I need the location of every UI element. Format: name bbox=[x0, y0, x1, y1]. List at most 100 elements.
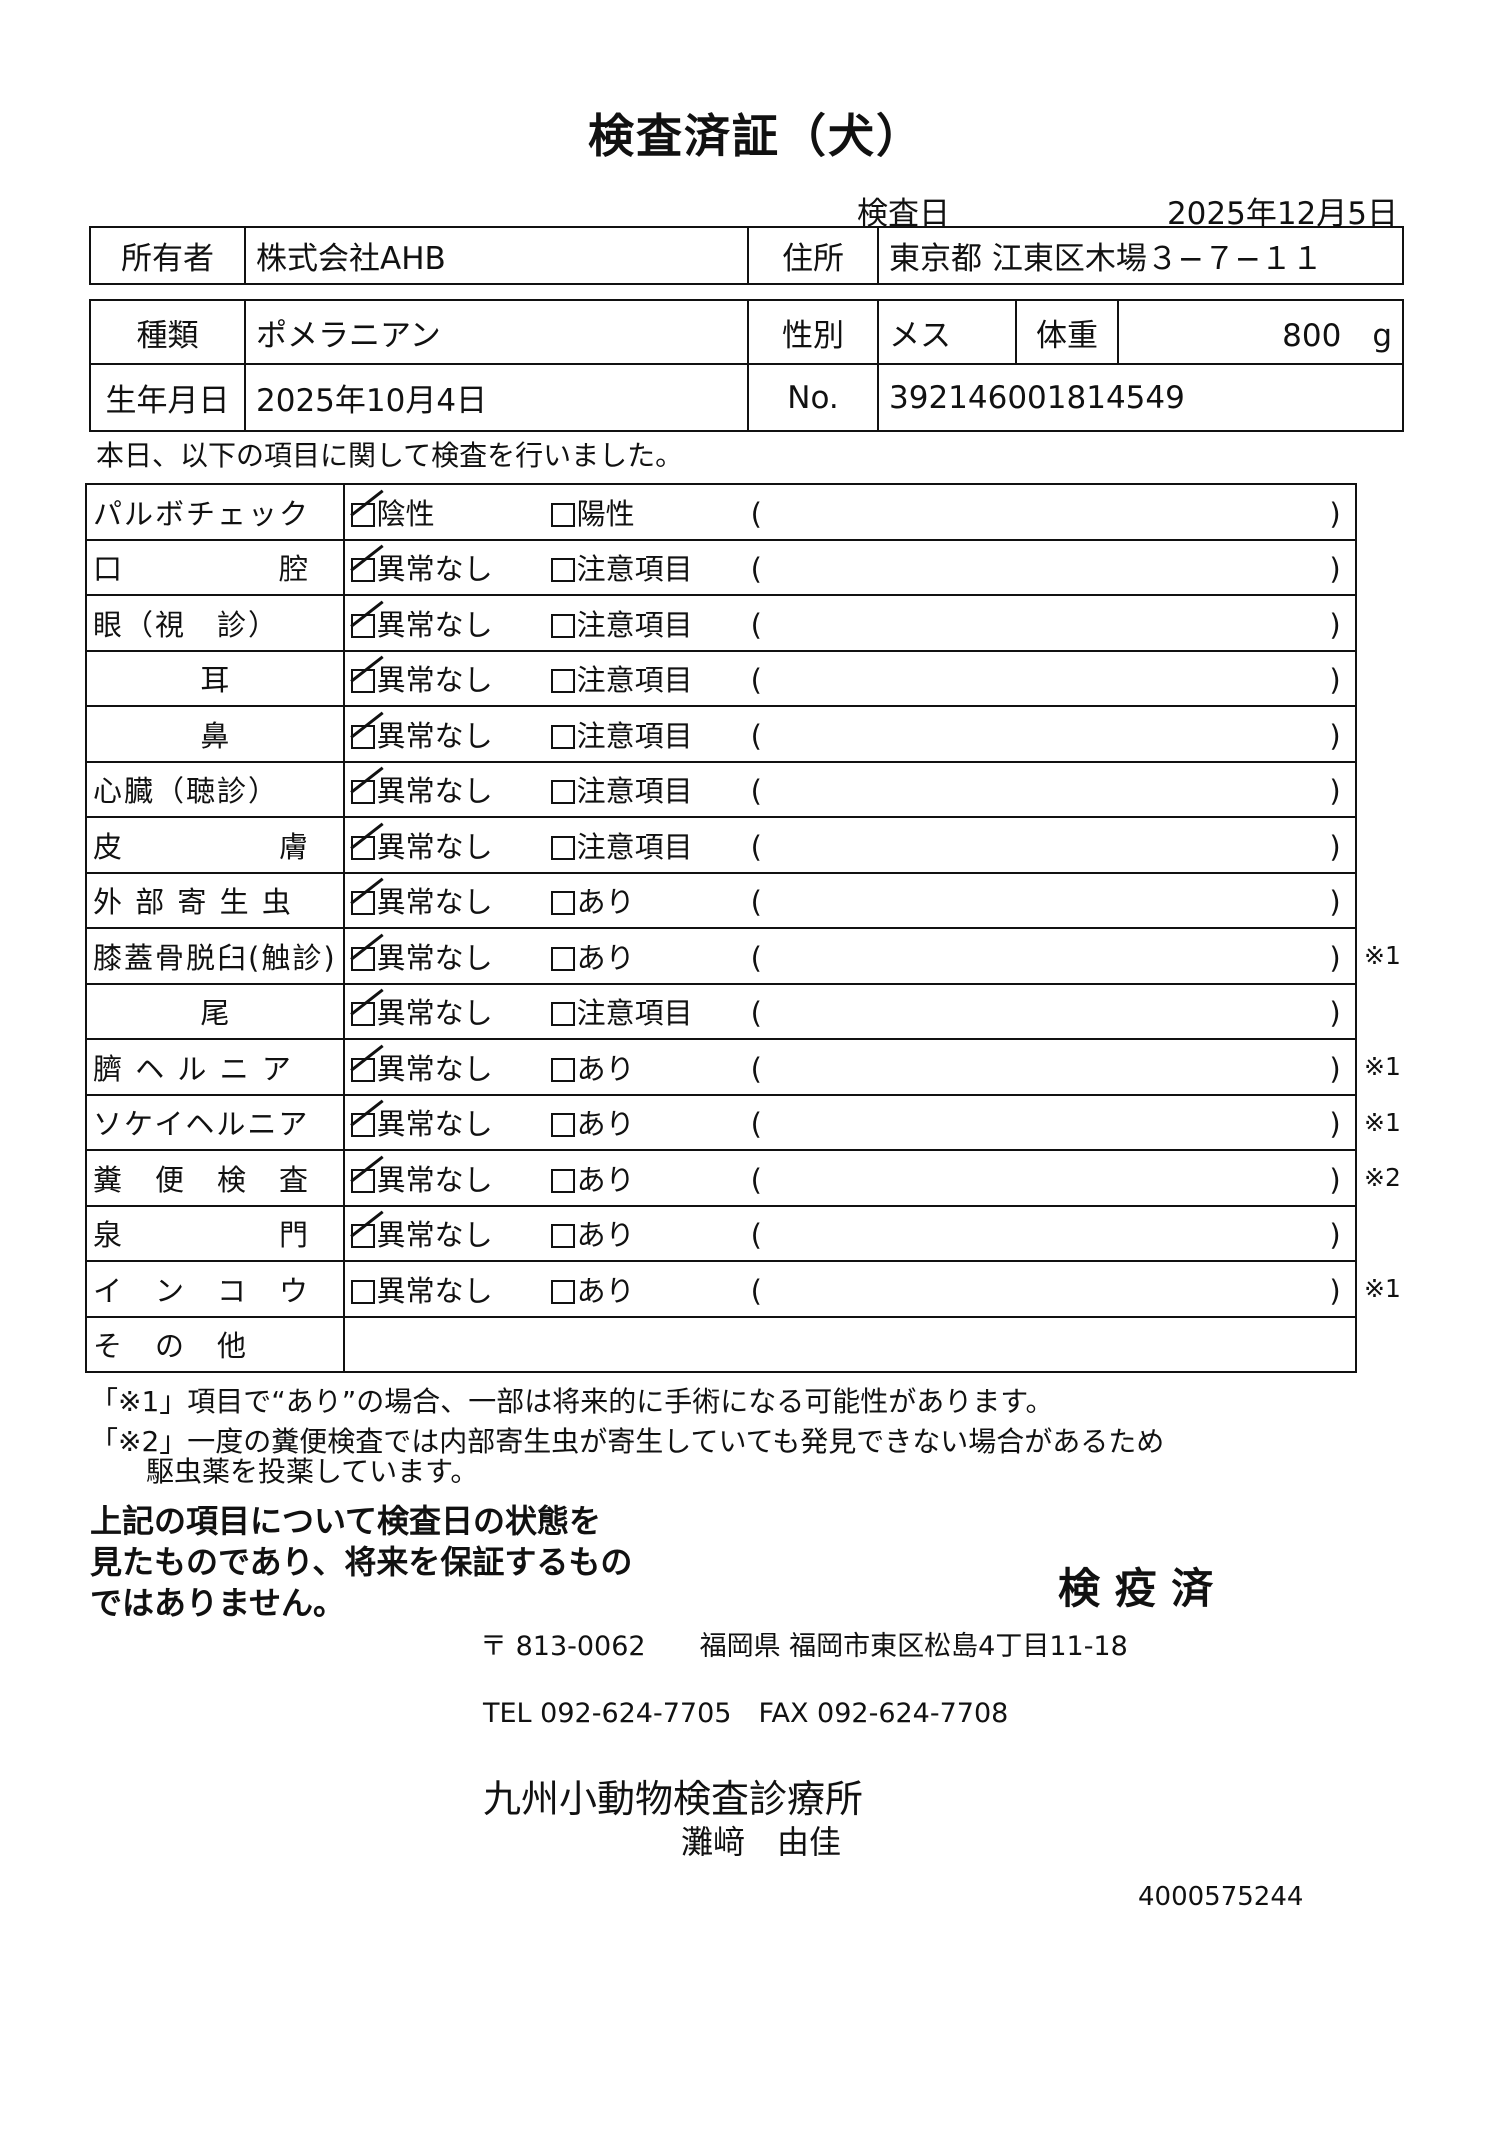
document-title: 検査済証（犬） bbox=[588, 109, 924, 163]
option-normal-label: 異常なし bbox=[376, 940, 493, 975]
checkbox-normal[interactable] bbox=[350, 1002, 375, 1027]
weight-unit: g bbox=[1372, 317, 1392, 354]
checkbox-abnormal[interactable] bbox=[550, 1113, 575, 1138]
check-row: 心臓（聴診） 異常なし 注意項目 () bbox=[85, 760, 1358, 818]
check-row: ソケイヘルニア 異常なし あり () bbox=[85, 1093, 1358, 1151]
other-row: そ の 他 bbox=[85, 1315, 1358, 1373]
footnote-mark: ※1 bbox=[1364, 1274, 1401, 1303]
option-abnormal-label: あり bbox=[576, 940, 635, 975]
checkbox-abnormal[interactable] bbox=[550, 669, 575, 694]
remarks-field: () bbox=[750, 774, 1341, 809]
remarks-field: () bbox=[750, 940, 1341, 975]
checkbox-normal[interactable] bbox=[350, 724, 375, 749]
checkbox-abnormal[interactable] bbox=[550, 558, 575, 583]
checkbox-abnormal[interactable] bbox=[550, 946, 575, 971]
check-item-label: 糞 便 検 査 bbox=[85, 1149, 345, 1207]
check-row: 皮 膚 異常なし 注意項目 () bbox=[85, 816, 1358, 874]
option-abnormal-label: 注意項目 bbox=[576, 663, 693, 698]
pet-table: 種類 ポメラニアン 性別 メス 体重 800 g 生年月日 2025年10月4日… bbox=[89, 299, 1404, 432]
check-item-label: 外 部 寄 生 虫 bbox=[85, 871, 345, 929]
checkbox-abnormal[interactable] bbox=[550, 780, 575, 805]
remarks-field: () bbox=[750, 607, 1341, 642]
option-abnormal-label: あり bbox=[576, 885, 635, 920]
checkbox-abnormal[interactable] bbox=[550, 502, 575, 527]
check-row: 膝蓋骨脱臼(触診) 異常なし あり () bbox=[85, 927, 1358, 985]
check-row: 泉 門 異常なし あり () bbox=[85, 1204, 1358, 1262]
footnote-mark: ※1 bbox=[1364, 1107, 1401, 1137]
remarks-field: () bbox=[750, 1162, 1341, 1197]
owner-value: 株式会社AHB bbox=[244, 226, 749, 285]
checkbox-normal[interactable] bbox=[350, 502, 375, 527]
check-row: 尾 異常なし 注意項目 () bbox=[85, 982, 1358, 1040]
option-normal-label: 異常なし bbox=[376, 885, 493, 920]
option-abnormal-label: あり bbox=[576, 1273, 635, 1308]
checkbox-abnormal[interactable] bbox=[550, 1224, 575, 1249]
address-label: 住所 bbox=[747, 226, 879, 285]
check-row: 糞 便 検 査 異常なし あり () bbox=[85, 1149, 1358, 1207]
footnote-mark: ※1 bbox=[1364, 1052, 1401, 1081]
check-row: 眼（視 診） 異常なし 注意項目 () bbox=[85, 594, 1358, 652]
note-1: 「※1」項目で“あり”の場合、一部は将来的に手術になる可能性があります。 bbox=[90, 1385, 1054, 1418]
check-row: イ ン コ ウ 異常なし あり () bbox=[85, 1260, 1358, 1318]
checkbox-abnormal[interactable] bbox=[550, 1002, 575, 1027]
checkbox-normal[interactable] bbox=[350, 780, 375, 805]
option-normal-label: 異常なし bbox=[376, 774, 493, 809]
option-abnormal-label: 注意項目 bbox=[576, 829, 693, 864]
option-abnormal-label: 注意項目 bbox=[576, 607, 693, 642]
doctor-name: 灘﨑 由佳 bbox=[681, 1823, 842, 1861]
checkbox-normal[interactable] bbox=[350, 613, 375, 638]
option-normal-label: 陰性 bbox=[376, 496, 435, 531]
checkbox-normal[interactable] bbox=[350, 946, 375, 971]
checkbox-normal[interactable] bbox=[350, 1224, 375, 1249]
option-normal-label: 異常なし bbox=[376, 552, 493, 587]
option-normal-label: 異常なし bbox=[376, 663, 493, 698]
check-row: 鼻 異常なし 注意項目 () bbox=[85, 705, 1358, 763]
check-row: 口 腔 異常なし 注意項目 () bbox=[85, 538, 1358, 596]
check-item-label: 心臓（聴診） bbox=[85, 760, 345, 818]
remarks-field: () bbox=[750, 1051, 1341, 1086]
weight-label: 体重 bbox=[1015, 299, 1119, 365]
exam-date: 2025年12月5日 bbox=[1166, 196, 1398, 232]
checkbox-normal[interactable] bbox=[350, 1168, 375, 1193]
option-normal-label: 異常なし bbox=[376, 829, 493, 864]
checkbox-normal[interactable] bbox=[350, 1057, 375, 1082]
remarks-field: () bbox=[750, 1218, 1341, 1253]
check-item-label: 皮 膚 bbox=[85, 816, 345, 874]
checkbox-normal[interactable] bbox=[350, 835, 375, 860]
footnote-mark: ※1 bbox=[1364, 941, 1401, 970]
checkbox-normal[interactable] bbox=[350, 891, 375, 916]
check-item-label: 耳 bbox=[85, 649, 345, 707]
checkbox-abnormal[interactable] bbox=[550, 835, 575, 860]
checkbox-abnormal[interactable] bbox=[550, 1057, 575, 1082]
checkbox-abnormal[interactable] bbox=[550, 724, 575, 749]
option-abnormal-label: あり bbox=[576, 1051, 635, 1086]
check-item-label: 鼻 bbox=[85, 705, 345, 763]
checkbox-abnormal[interactable] bbox=[550, 1168, 575, 1193]
check-row: パルボチェック 陰性 陽性 () bbox=[85, 483, 1358, 541]
checkbox-abnormal[interactable] bbox=[550, 613, 575, 638]
check-item-label: ソケイヘルニア bbox=[85, 1093, 345, 1151]
checkbox-normal[interactable] bbox=[350, 1279, 375, 1304]
checkbox-normal[interactable] bbox=[350, 1113, 375, 1138]
note-3: 駆虫薬を投薬しています。 bbox=[90, 1455, 479, 1488]
remarks-field: () bbox=[750, 829, 1341, 864]
weight-value: 800 bbox=[1282, 317, 1342, 354]
checkbox-abnormal[interactable] bbox=[550, 1279, 575, 1304]
check-row: 外 部 寄 生 虫 異常なし あり () bbox=[85, 871, 1358, 929]
clinic-address: 〒 813-0062 福岡県 福岡市東区松島4丁目11-18 bbox=[480, 1631, 1128, 1662]
check-row: 臍 ヘ ル ニ ア 異常なし あり () bbox=[85, 1038, 1358, 1096]
check-item-label: 臍 ヘ ル ニ ア bbox=[85, 1038, 345, 1096]
remarks-field: () bbox=[750, 663, 1341, 698]
option-abnormal-label: あり bbox=[576, 1107, 635, 1142]
no-label: No. bbox=[747, 363, 879, 432]
checkbox-normal[interactable] bbox=[350, 669, 375, 694]
checkbox-abnormal[interactable] bbox=[550, 891, 575, 916]
checkbox-normal[interactable] bbox=[350, 558, 375, 583]
other-field[interactable] bbox=[342, 1315, 1358, 1373]
remarks-field: () bbox=[750, 1107, 1341, 1142]
birth-label: 生年月日 bbox=[89, 363, 246, 432]
option-normal-label: 異常なし bbox=[376, 607, 493, 642]
check-table: パルボチェック 陰性 陽性() 口 腔 異常なし 注意項目() 眼（視 診） 異常なし注… bbox=[85, 483, 1358, 1373]
option-normal-label: 異常なし bbox=[376, 1051, 493, 1086]
sex-label: 性別 bbox=[747, 299, 879, 365]
